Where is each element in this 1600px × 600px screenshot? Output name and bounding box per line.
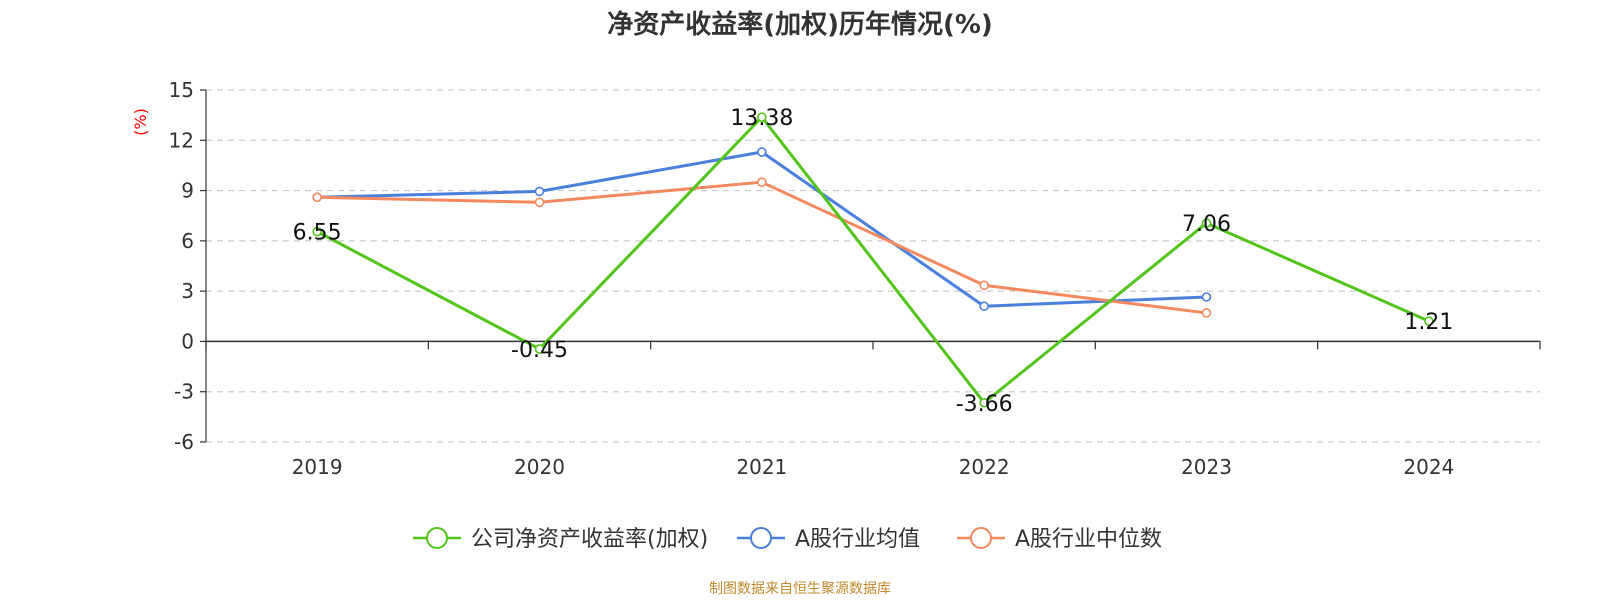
data-point[interactable] — [534, 344, 545, 354]
y-tick-label: 6 — [181, 229, 194, 253]
legend-item-1[interactable]: A股行业均值 — [737, 527, 920, 552]
series-line-2 — [317, 180, 1207, 315]
x-tick-label: 2020 — [514, 455, 565, 479]
y-tick-label: 0 — [181, 329, 194, 353]
legend-label: A股行业均值 — [795, 527, 920, 552]
data-label: 13.38 — [730, 106, 793, 131]
legend-marker-icon — [426, 527, 448, 549]
legend-label: A股行业中位数 — [1015, 527, 1162, 552]
data-label: 7.06 — [1182, 212, 1231, 237]
axes: -6 -3 0 3 6 9 12 15 2019 2020 2021 2022 2023 2024 — [169, 78, 1541, 479]
x-tick-label: 2021 — [736, 455, 787, 479]
data-point[interactable] — [757, 177, 767, 187]
chart-title: 净资产收益率(加权)历年情况(%) — [607, 10, 993, 40]
x-tick-label: 2023 — [1181, 455, 1232, 479]
y-tick-label: 9 — [181, 179, 194, 203]
x-tick-label: 2022 — [959, 455, 1010, 479]
grid-lines — [206, 89, 1540, 443]
data-label: -3.66 — [956, 392, 1013, 417]
y-axis-unit: (%) — [131, 108, 150, 136]
data-point[interactable] — [757, 147, 767, 157]
data-point[interactable] — [534, 186, 545, 197]
y-tick-label: -6 — [174, 430, 194, 454]
y-tick-label: 3 — [181, 279, 194, 303]
data-point[interactable] — [979, 280, 989, 291]
data-source-note: 制图数据来自恒生聚源数据库 — [709, 581, 891, 597]
legend-marker-icon — [970, 527, 992, 549]
data-point[interactable] — [534, 197, 545, 208]
data-point[interactable] — [979, 301, 989, 312]
data-point[interactable] — [312, 226, 322, 237]
series-line-0 — [316, 115, 1430, 405]
y-tick-label: 15 — [169, 78, 194, 102]
data-label: 1.21 — [1404, 310, 1453, 335]
data-point[interactable] — [1424, 316, 1434, 326]
legend-item-2[interactable]: A股行业中位数 — [957, 527, 1162, 552]
data-label: 6.55 — [293, 221, 342, 246]
data-point[interactable] — [1201, 292, 1212, 302]
x-tick-label: 2019 — [292, 455, 343, 479]
data-point[interactable] — [757, 112, 767, 122]
legend-label: 公司净资产收益率(加权) — [471, 527, 708, 552]
data-point[interactable] — [1201, 308, 1212, 318]
legend[interactable]: 公司净资产收益率(加权) A股行业均值 A股行业中位数 — [413, 527, 1162, 552]
y-tick-label: -3 — [174, 380, 194, 404]
data-point[interactable] — [312, 192, 322, 203]
y-tick-label: 12 — [169, 128, 194, 152]
data-point[interactable] — [1201, 218, 1212, 228]
series-line-1 — [317, 150, 1207, 308]
data-labels: 6.55 -0.45 13.38 -3.66 7.06 1.21 — [293, 106, 1454, 417]
legend-item-0[interactable]: 公司净资产收益率(加权) — [413, 527, 708, 552]
data-point[interactable] — [979, 397, 989, 408]
legend-marker-icon — [750, 527, 772, 549]
series-lines — [312, 112, 1434, 408]
data-label: -0.45 — [511, 338, 568, 363]
x-tick-label: 2024 — [1403, 455, 1454, 479]
